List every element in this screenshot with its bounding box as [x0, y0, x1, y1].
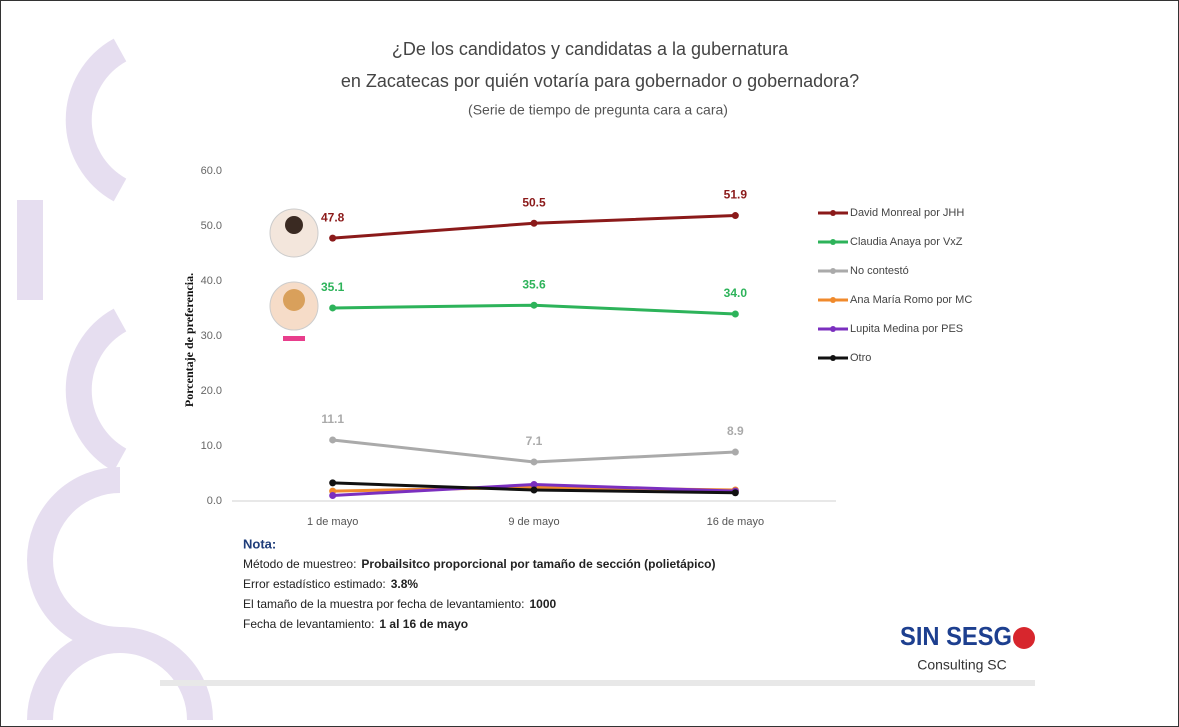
note-value: Probailsitco proporcional por tamaño de … — [361, 557, 715, 571]
data-point — [329, 479, 336, 486]
legend-marker — [830, 239, 836, 245]
data-label: 7.1 — [526, 434, 543, 448]
legend-label: Lupita Medina por PES — [850, 323, 963, 335]
legend-label: Claudia Anaya por VxZ — [850, 236, 963, 248]
legend-label: Otro — [850, 352, 871, 364]
note-value: 1 al 16 de mayo — [379, 617, 468, 631]
data-label: 47.8 — [321, 210, 345, 224]
data-label: 50.5 — [522, 195, 546, 209]
chart-title: en Zacatecas por quién votaría para gobe… — [341, 71, 859, 91]
note-line: El tamaño de la muestra por fecha de lev… — [243, 597, 557, 611]
portrait-hair — [285, 216, 303, 234]
note-value: 1000 — [530, 597, 557, 611]
note-label: Fecha de levantamiento: — [243, 617, 374, 631]
chart-subtitle: (Serie de tiempo de pregunta cara a cara… — [468, 102, 728, 118]
data-point — [732, 449, 739, 456]
data-label: 8.9 — [727, 424, 744, 438]
data-point — [531, 220, 538, 227]
data-label: 35.6 — [522, 277, 546, 291]
logo-dot — [1013, 627, 1035, 649]
legend-marker — [830, 210, 836, 216]
note-line: Error estadístico estimado: 3.8% — [243, 577, 418, 591]
y-tick-label: 0.0 — [207, 495, 222, 507]
legend-marker — [830, 297, 836, 303]
data-point — [531, 487, 538, 494]
y-tick-label: 40.0 — [201, 275, 222, 287]
chart-title: ¿De los candidatos y candidatas a la gub… — [392, 39, 789, 59]
x-tick-label: 1 de mayo — [307, 516, 358, 528]
x-tick-label: 16 de mayo — [707, 516, 764, 528]
y-tick-label: 60.0 — [201, 165, 222, 177]
note-line: Fecha de levantamiento: 1 al 16 de mayo — [243, 617, 468, 631]
note-line: Método de muestreo: Probailsitco proporci… — [243, 557, 715, 571]
data-point — [329, 235, 336, 242]
chart: ¿De los candidatos y candidatas a la gub… — [0, 0, 1179, 727]
logo-subtext: Consulting SC — [917, 657, 1007, 673]
y-axis-label: Porcentaje de preferencia. — [182, 273, 196, 407]
data-point — [732, 311, 739, 318]
logo-text: SIN SESG — [900, 621, 1012, 651]
note-value: 3.8% — [391, 577, 419, 591]
note-label: El tamaño de la muestra por fecha de lev… — [243, 597, 525, 611]
data-point — [732, 489, 739, 496]
note-label: Error estadístico estimado: — [243, 577, 386, 591]
data-point — [732, 212, 739, 219]
portrait-accent — [283, 336, 305, 341]
data-label: 34.0 — [724, 286, 748, 300]
divider — [160, 680, 1035, 686]
data-point — [329, 492, 336, 499]
data-label: 35.1 — [321, 280, 345, 294]
note-heading: Nota: — [243, 536, 276, 551]
legend-label: No contestó — [850, 265, 909, 277]
y-tick-label: 10.0 — [201, 440, 222, 452]
data-point — [329, 304, 336, 311]
y-tick-label: 30.0 — [201, 330, 222, 342]
legend-marker — [830, 355, 836, 361]
page: ¿De los candidatos y candidatas a la gub… — [0, 0, 1179, 727]
legend-label: David Monreal por JHH — [850, 207, 964, 219]
data-label: 11.1 — [321, 412, 344, 426]
legend-label: Ana María Romo por MC — [850, 294, 972, 306]
data-point — [531, 458, 538, 465]
note-label: Método de muestreo: — [243, 557, 356, 571]
legend-marker — [830, 268, 836, 274]
data-point — [329, 436, 336, 443]
y-tick-label: 50.0 — [201, 220, 222, 232]
data-label: 51.9 — [724, 188, 748, 202]
portrait-hair — [283, 289, 305, 311]
y-tick-label: 20.0 — [201, 385, 222, 397]
data-point — [531, 302, 538, 309]
legend-marker — [830, 326, 836, 332]
x-tick-label: 9 de mayo — [508, 516, 559, 528]
